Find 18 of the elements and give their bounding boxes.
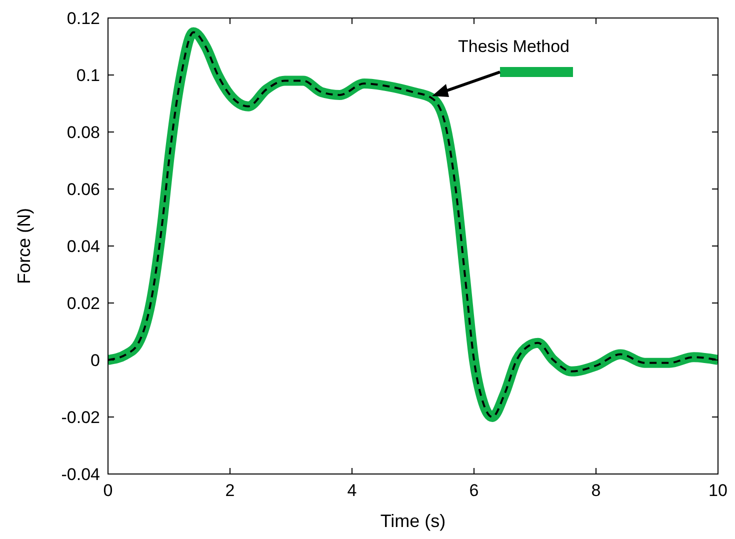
y-axis-title: Force (N) xyxy=(14,208,34,284)
y-tick-label: 0.04 xyxy=(66,237,100,256)
x-tick-label: 8 xyxy=(591,481,601,500)
y-tick-label: 0.08 xyxy=(66,123,100,142)
x-tick-label: 6 xyxy=(469,481,479,500)
y-tick-label: -0.04 xyxy=(61,465,100,484)
y-tick-label: -0.02 xyxy=(61,408,100,427)
x-tick-label: 2 xyxy=(225,481,235,500)
x-tick-label: 10 xyxy=(708,481,728,500)
x-tick-label: 4 xyxy=(347,481,357,500)
x-axis-title: Time (s) xyxy=(380,511,446,531)
text: Thesis Method xyxy=(458,37,570,56)
y-tick-label: 0.1 xyxy=(76,66,100,85)
y-tick-label: 0.02 xyxy=(66,294,100,313)
y-tick-label: 0.12 xyxy=(66,9,100,28)
y-tick-label: 0.06 xyxy=(66,180,100,199)
y-tick-label: 0 xyxy=(90,351,100,370)
x-tick-label: 0 xyxy=(103,481,113,500)
